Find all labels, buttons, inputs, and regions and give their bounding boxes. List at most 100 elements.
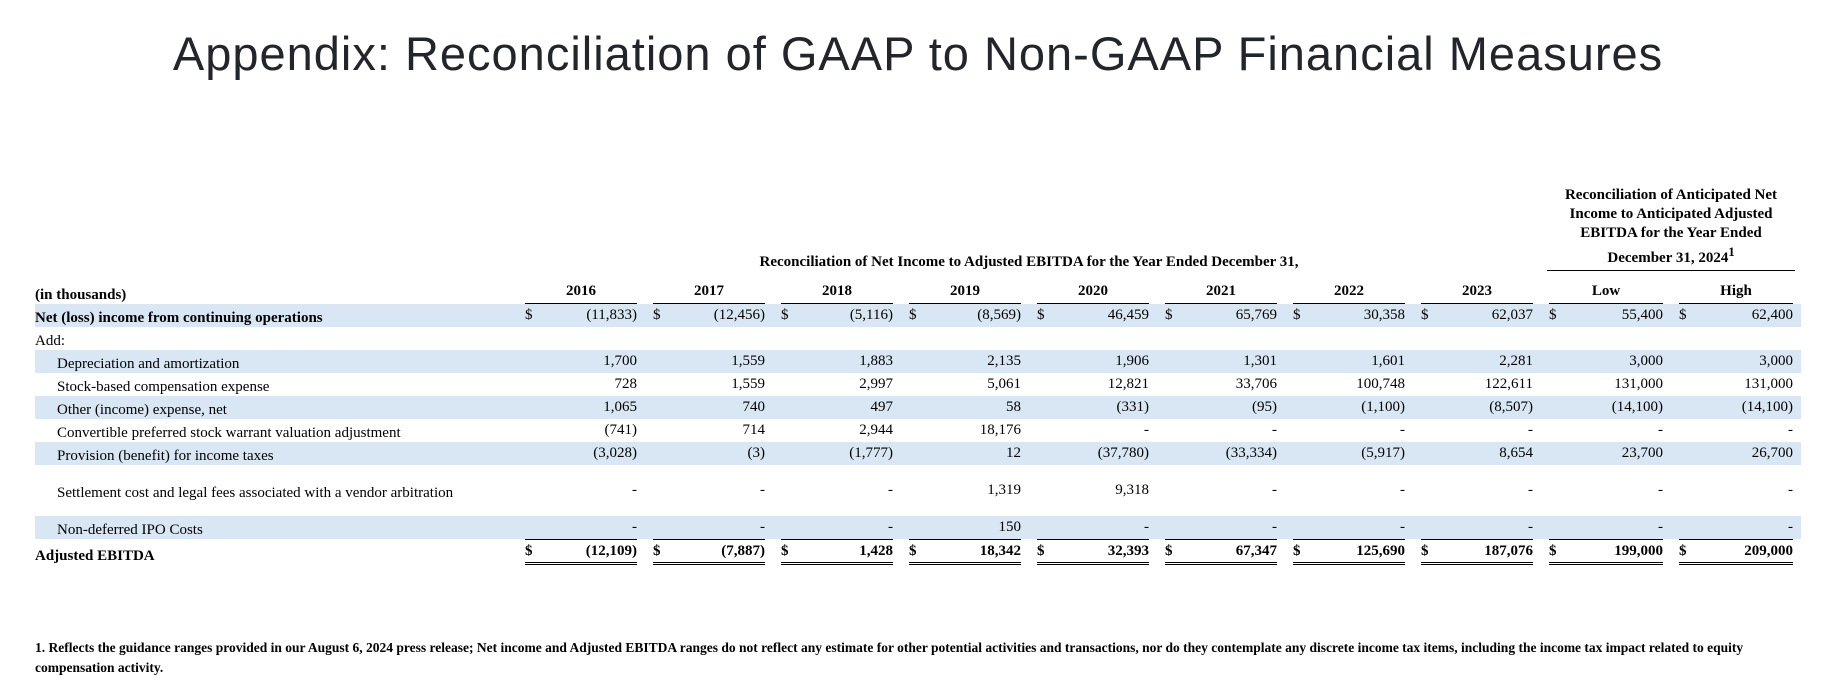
value-cell: 33,706 [1157,373,1285,396]
value-cell: $62,037 [1413,304,1541,327]
currency-symbol: $ [1037,307,1045,323]
value-cell: - [1285,419,1413,442]
group-header-left: Reconciliation of Net Income to Adjusted… [759,254,1299,270]
row-label: Add: [35,333,65,349]
in-thousands-label: (in thousands) [35,287,127,303]
cell-value: 65,769 [1235,307,1277,323]
cell-value: (8,507) [1489,399,1533,415]
row-label: Settlement cost and legal fees associate… [57,485,454,501]
value-cell: 5,061 [901,373,1029,396]
cell-value: (7,887) [721,542,765,559]
cell-value: 8,654 [1499,445,1533,461]
value-cell: 2,135 [901,350,1029,373]
cell-value: (37,780) [1097,445,1149,461]
currency-symbol: $ [1037,542,1045,559]
value-cell: - [1671,479,1801,502]
currency-symbol: $ [525,542,533,559]
value-cell: (331) [1029,396,1157,419]
value-cell: 3,000 [1541,350,1671,373]
cell-value: - [1400,482,1405,498]
row-label: Adjusted EBITDA [35,548,155,564]
currency-symbol: $ [1421,307,1429,323]
currency-symbol: $ [1679,307,1687,323]
value-cell: (3) [645,442,773,465]
value-cell: 131,000 [1671,373,1801,396]
value-cell [645,327,773,350]
currency-symbol: $ [1293,542,1301,559]
cell-value: 1,559 [731,376,765,392]
cell-value: 32,393 [1107,542,1149,559]
value-cell: 131,000 [1541,373,1671,396]
value-cell: - [1413,516,1541,539]
value-cell: 1,700 [517,350,645,373]
cell-value: 2,281 [1499,353,1533,369]
cell-value: 23,700 [1621,445,1663,461]
cell-value: 1,601 [1371,353,1405,369]
cell-value: - [1788,422,1793,438]
column-header: 2021 [1157,271,1285,304]
currency-symbol: $ [1421,542,1429,559]
value-cell: 12 [901,442,1029,465]
value-cell: 2,281 [1413,350,1541,373]
cell-value: - [1400,519,1405,535]
group-header-row: Reconciliation of Net Income to Adjusted… [35,186,1801,271]
value-cell: (37,780) [1029,442,1157,465]
table-row: Convertible preferred stock warrant valu… [35,419,1801,442]
cell-value: (14,100) [1611,399,1663,415]
group-header-spacer [35,186,517,271]
cell-value: 12 [1006,445,1021,461]
table-row: Settlement cost and legal fees associate… [35,479,1801,502]
value-cell: - [1671,419,1801,442]
value-cell: 23,700 [1541,442,1671,465]
cell-value: 46,459 [1107,307,1149,323]
value-cell: $ (8,569) [901,304,1029,327]
footnote-marker: 1 [1728,245,1735,259]
cell-value: (331) [1116,399,1150,415]
value-cell: 1,319 [901,479,1029,502]
cell-value: 497 [870,399,894,415]
cell-value: 2,997 [859,376,893,392]
cell-value: - [888,482,893,498]
cell-value: (12,109) [585,542,637,559]
cell-value: 30,358 [1363,307,1405,323]
value-cell: 2,944 [773,419,901,442]
value-cell: 100,748 [1285,373,1413,396]
value-cell: - [1541,479,1671,502]
cell-value: 18,342 [979,542,1021,559]
value-cell: (5,917) [1285,442,1413,465]
cell-value: (95) [1252,399,1277,415]
value-cell: - [1541,516,1671,539]
value-cell: 497 [773,396,901,419]
value-cell: (1,777) [773,442,901,465]
table-row: Net (loss) income from continuing operat… [35,304,1801,327]
cell-value: (5,116) [849,307,893,323]
currency-symbol: $ [1165,542,1173,559]
value-cell: - [1157,516,1285,539]
spacer-cell [35,502,1801,516]
currency-symbol: $ [1293,307,1301,323]
value-cell: 1,883 [773,350,901,373]
cell-value: 1,883 [859,353,893,369]
row-label: Provision (benefit) for income taxes [35,442,517,465]
cell-value: (1,100) [1361,399,1405,415]
cell-value: 187,076 [1484,542,1533,559]
cell-value: 125,690 [1356,542,1405,559]
column-header: 2017 [645,271,773,304]
cell-value: 1,700 [603,353,637,369]
cell-value: 2,135 [987,353,1021,369]
column-header: Low [1541,271,1671,304]
currency-symbol: $ [781,307,789,323]
group-header-right: Reconciliation of Anticipated Net Income… [1541,186,1801,271]
value-cell [1541,327,1671,350]
value-cell: 122,611 [1413,373,1541,396]
value-cell: $199,000 [1541,539,1671,565]
value-cell: - [1029,516,1157,539]
table-row: Stock-based compensation expense 728 1,559… [35,373,1801,396]
value-cell: - [1671,516,1801,539]
value-cell: 18,176 [901,419,1029,442]
value-cell: - [1413,419,1541,442]
spacer-row [35,465,1801,479]
cell-value: - [1272,422,1277,438]
cell-value: - [1528,422,1533,438]
value-cell: 1,906 [1029,350,1157,373]
